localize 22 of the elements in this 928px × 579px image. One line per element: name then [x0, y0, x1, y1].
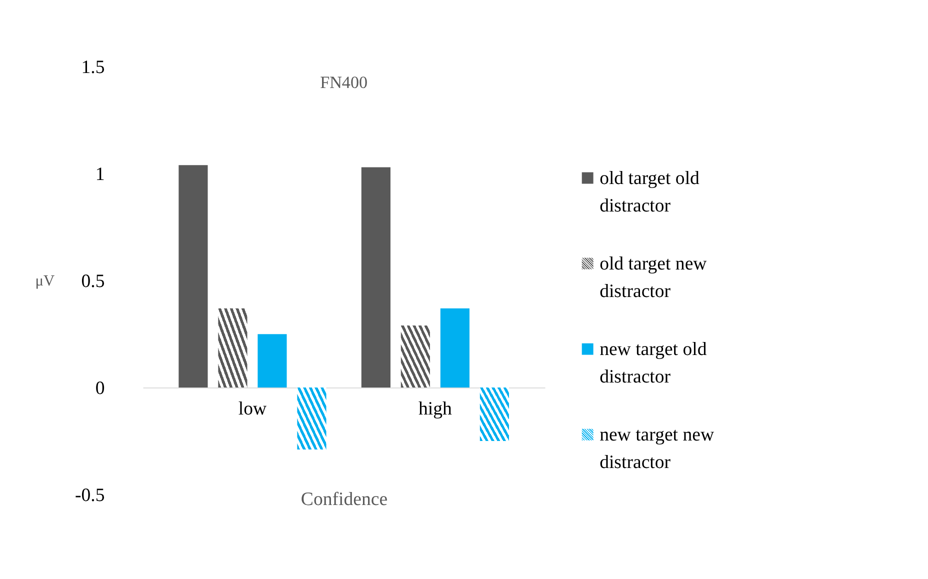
x-tick-label: high: [418, 398, 452, 420]
bar: [218, 308, 248, 388]
legend-label: old target new distractor: [600, 254, 708, 302]
x-axis-title: Confidence: [300, 489, 388, 510]
y-tick-label: 0: [95, 378, 105, 399]
bar: [361, 167, 390, 388]
y-tick-label: 0.5: [81, 271, 105, 292]
y-tick-label: 1: [95, 164, 105, 186]
legend-label: new target old distractor: [600, 339, 708, 388]
legend-label: new target new distractor: [600, 424, 714, 473]
y-tick-label: 1.5: [81, 57, 105, 78]
bar: [400, 326, 430, 388]
y-tick-label: -0.5: [75, 484, 105, 506]
x-tick-label: low: [238, 398, 267, 420]
bar: [440, 308, 470, 388]
bar: [297, 388, 326, 450]
bar: [178, 165, 208, 388]
legend-label: old target old distractor: [600, 168, 700, 216]
chart-title: FN400: [320, 73, 368, 92]
bar: [258, 334, 287, 388]
bar: [480, 388, 509, 442]
y-axis-title: μV: [35, 272, 55, 290]
